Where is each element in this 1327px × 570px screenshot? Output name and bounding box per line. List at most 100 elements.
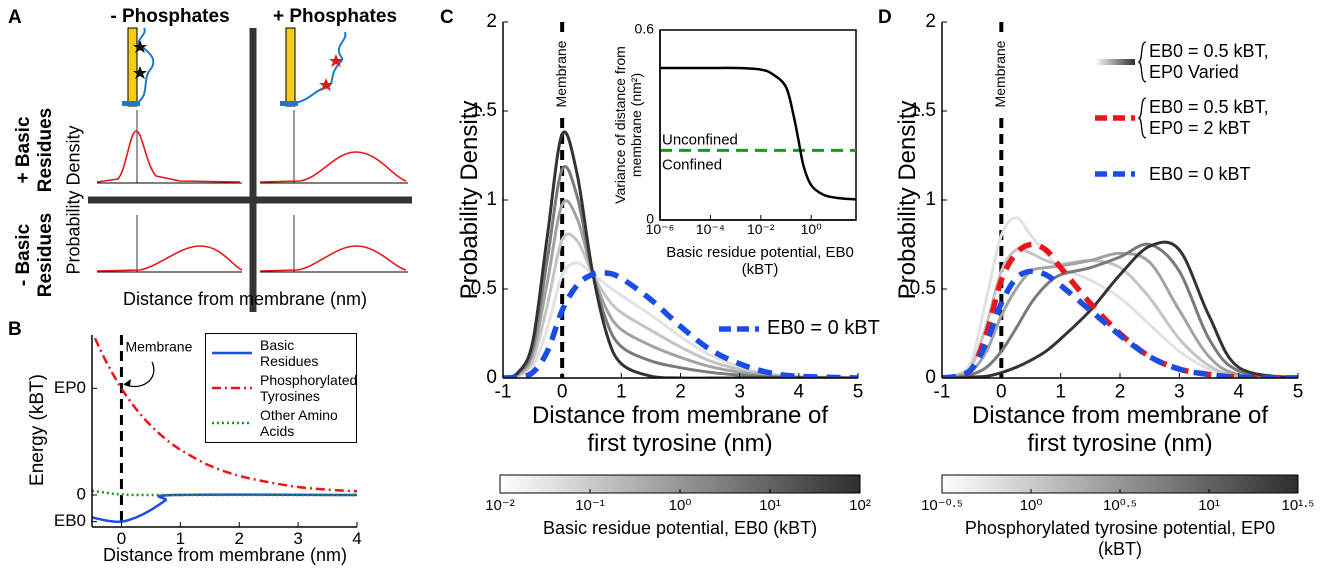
x-tick-label: 5 [1293, 381, 1304, 402]
protein-chain [136, 27, 155, 104]
series-line [503, 199, 858, 378]
y-tick-label: 0.6 [635, 21, 655, 37]
y-tick-label: 2 [486, 11, 497, 32]
star [319, 78, 333, 91]
row-header: + Basic Residues [13, 107, 56, 193]
annotation: Confined [662, 156, 722, 173]
series-line [942, 240, 1298, 378]
x-tick-label: -1 [934, 381, 951, 402]
legend-label: Phosphorylated Tyrosines [260, 372, 358, 404]
x-tick-label: 4 [794, 381, 805, 402]
x-tick-label: 1 [1055, 381, 1066, 402]
series-line [503, 269, 858, 378]
x-tick-label: 4 [352, 529, 361, 548]
legend-label: EB0 = 0.5 kBT, EP0 = 2 kBT [1149, 97, 1269, 138]
legend: EB0 = 0 kBT [713, 314, 884, 343]
x-axis-label: Basic residue potential, EB0 (kBT) [666, 244, 854, 279]
panel-a-schematic: - Phosphates + Phosphates [88, 6, 412, 312]
schematic-curve [96, 245, 243, 272]
y-tick-label: 1 [486, 189, 497, 210]
chart: Membrane 0 1 2 3 4 EB0 0 EP0 [54, 335, 362, 548]
annotation: Membrane [992, 40, 1008, 107]
annotation-arrow [124, 379, 131, 386]
y-tick-label: 1.5 [910, 100, 936, 121]
legend-swatch [212, 386, 252, 390]
legend-brace [1137, 152, 1147, 196]
star [329, 54, 343, 67]
brace [1137, 41, 1147, 83]
y-tick-label: 1.5 [471, 100, 497, 121]
legend-gradient [1095, 59, 1135, 65]
panel-label: A [8, 7, 22, 28]
brace [1137, 97, 1147, 139]
legend-entry: EB0 = 0.5 kBT, EP0 Varied [1093, 40, 1298, 84]
legend-swatch [1095, 59, 1135, 65]
legend-label: Other Amino Acids [260, 407, 338, 439]
x-tick-label: 1 [616, 381, 627, 402]
x-tick-label: 10⁻² [747, 221, 775, 237]
colorbar-tick-label: 10⁰ [1020, 497, 1043, 514]
series-line [92, 489, 357, 497]
legend-swatch [212, 351, 252, 355]
colorbar-tick-label: 10² [849, 497, 871, 514]
y-tick-label: 0 [646, 211, 654, 227]
x-tick-label: 2 [675, 381, 686, 402]
protein-chain [294, 31, 347, 104]
x-tick-label: 0 [996, 381, 1007, 402]
column-header: + Phosphates [273, 6, 397, 27]
inset-frame [659, 29, 857, 221]
y-tick-label: 0.5 [910, 278, 936, 299]
legend-entry: EB0 = 0 kBT [717, 317, 880, 340]
x-axis-label: Distance from membrane (nm) [122, 289, 368, 309]
x-tick-label: 5 [853, 381, 864, 402]
colorbar-tick-label: 10⁻⁰·⁵ [921, 497, 963, 514]
annotation: Membrane [553, 40, 569, 107]
anchor [280, 101, 298, 106]
panel-label: B [8, 319, 22, 340]
x-tick-label: 4 [1233, 381, 1244, 402]
colorbar-label: Basic residue potential, EB0 (kBT) [542, 518, 818, 538]
colorbar-tick-label: 10¹·⁵ [1282, 497, 1315, 514]
x-axis-label: Distance from membrane (nm) [102, 545, 348, 565]
schematic-curve [259, 245, 407, 272]
y-axis-label: Probability Density [894, 100, 922, 300]
x-tick-label: 0 [557, 381, 568, 402]
x-tick-label: 0 [117, 529, 126, 548]
y-tick-label: 0 [77, 484, 86, 503]
x-tick-label: 3 [734, 381, 745, 402]
legend-label: Basic Residues [260, 337, 319, 369]
colorbar-label: Phosphorylated tyrosine potential, EP0 (… [964, 518, 1276, 559]
x-tick-label: 3 [1174, 381, 1185, 402]
y-tick-label: 0 [486, 367, 497, 388]
colorbar-tick-label: 10⁻¹ [575, 497, 605, 514]
schematic-curve [96, 130, 241, 183]
legend-entry: EB0 = 0.5 kBT, EP0 = 2 kBT [1093, 96, 1298, 140]
legend-label: EB0 = 0.5 kBT, EP0 Varied [1149, 41, 1269, 82]
star [133, 66, 147, 79]
legend-entry: EB0 = 0 kBT [1093, 152, 1298, 196]
column-header: - Phosphates [110, 6, 229, 27]
series-line [93, 337, 357, 493]
star [133, 40, 147, 53]
series-line [503, 261, 858, 378]
x-tick-label: 1 [176, 529, 185, 548]
legend-swatch [212, 421, 252, 425]
annotation: Membrane [125, 339, 192, 355]
membrane-bar [285, 27, 296, 107]
annotation-arrow [123, 361, 155, 388]
legend-entry: Basic Residues [210, 337, 352, 369]
x-tick-label: 2 [1115, 381, 1126, 402]
chart: Unconfined Confined 10⁻⁶ 10⁻⁴ 10⁻² 10⁰ 0 0.6 [635, 21, 857, 237]
legend-swatch [719, 325, 759, 332]
annotation-box [553, 34, 572, 114]
y-axis-label: Variance of distance from membrane (nm²) [611, 46, 644, 204]
x-axis-label: Distance from membrane of first tyrosine… [971, 402, 1269, 457]
x-tick-label: 2 [234, 529, 243, 548]
series-line [92, 493, 357, 524]
legend-swatch [1095, 171, 1135, 177]
annotation-box [123, 338, 186, 356]
